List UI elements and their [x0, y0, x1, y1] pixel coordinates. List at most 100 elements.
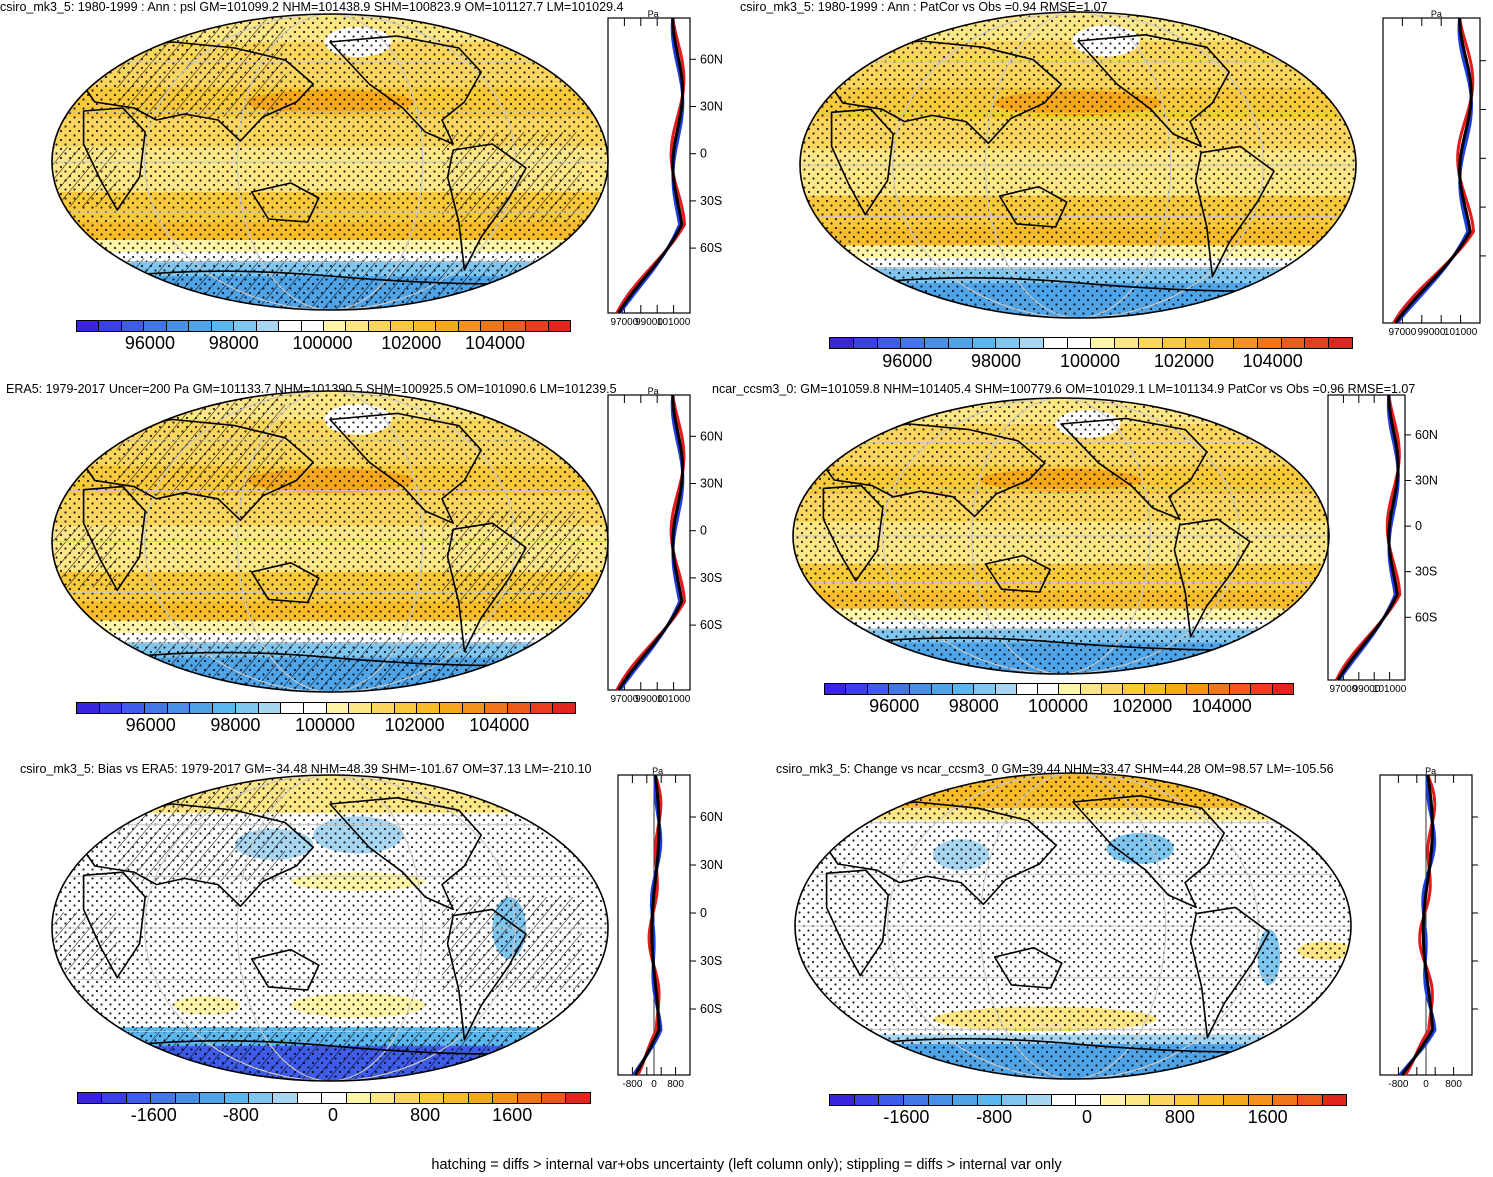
colorbar-label: 0 — [327, 1105, 339, 1125]
colorbar-swatch — [1043, 338, 1068, 348]
latitude-label: 30S — [1415, 565, 1437, 579]
colorbar-swatch — [1210, 338, 1235, 348]
latitude-label: 0 — [700, 906, 707, 920]
latitude-label: 60N — [700, 52, 723, 66]
colorbar-labels-p6: -1600 -800 0 800 1600 — [829, 1107, 1345, 1129]
map-robinson-p3 — [51, 390, 609, 693]
colorbar-swatch — [1229, 684, 1252, 694]
zonal-profile-p6: Pa -800 0 800 — [1379, 766, 1478, 1090]
colorbar-swatch — [151, 1093, 176, 1103]
profile-line-reference — [617, 17, 685, 314]
profile-units: Pa — [648, 9, 659, 19]
colorbar-swatch — [322, 1093, 347, 1103]
colorbar-swatch — [458, 321, 482, 331]
colorbar-p3 — [76, 702, 576, 714]
colorbar-swatch — [1162, 338, 1187, 348]
profile-line-reference — [617, 394, 685, 691]
profile-x-tick: 99000 — [635, 694, 663, 705]
latitude-label: 60N — [1415, 428, 1438, 442]
colorbar-label: -1600 — [883, 1107, 930, 1127]
colorbar-swatch — [175, 1093, 201, 1103]
colorbar-swatch — [419, 1093, 445, 1103]
colorbar-swatch — [1144, 684, 1166, 694]
colorbar-label: 100000 — [1059, 351, 1121, 371]
colorbar-labels-p1: 96000 98000 100000 102000 104000 — [76, 333, 569, 355]
profile-x-tick: 0 — [651, 1079, 657, 1090]
profile-x-tick: 800 — [1445, 1079, 1462, 1090]
colorbar-swatch — [1166, 684, 1188, 694]
panel-title: ncar_ccsm3_0: GM=101059.8 NHM=101405.4 S… — [712, 382, 1416, 396]
colorbar-swatch — [1272, 684, 1293, 694]
colorbar-swatch — [877, 338, 902, 348]
colorbar-swatch — [530, 703, 554, 713]
colorbar-swatch — [1100, 1095, 1126, 1105]
colorbar-swatch — [977, 1095, 1003, 1105]
colorbar-swatch — [326, 703, 350, 713]
map-robinson-p4 — [792, 397, 1330, 675]
profile-frame — [1382, 17, 1481, 324]
colorbar-label: 100000 — [1027, 696, 1089, 716]
colorbar-label: 104000 — [469, 715, 530, 735]
colorbar-swatch — [1329, 338, 1352, 348]
colorbar-swatch — [854, 1095, 880, 1105]
latitude-label: 0 — [700, 147, 707, 161]
colorbar-label: 98000 — [971, 351, 1022, 371]
latitude-label: 60N — [700, 810, 723, 824]
colorbar-swatch — [301, 321, 324, 331]
colorbar-swatch — [566, 1093, 590, 1103]
colorbar-label: 98000 — [210, 715, 261, 735]
colorbar-swatch — [417, 703, 440, 713]
colorbar-swatch — [553, 703, 576, 713]
colorbar-swatch — [391, 321, 414, 331]
colorbar-swatch — [830, 338, 854, 348]
latitude-label: 60S — [700, 1002, 722, 1016]
colorbar-swatch — [281, 703, 304, 713]
colorbar-swatch — [1251, 684, 1273, 694]
latitude-label: 0 — [700, 524, 707, 538]
colorbar-label: 102000 — [381, 333, 442, 353]
colorbar-swatch — [1038, 684, 1060, 694]
colorbar-swatch — [1138, 338, 1163, 348]
colorbar-swatch — [323, 321, 347, 331]
colorbar-label: 100000 — [292, 333, 353, 353]
colorbar-swatch — [1002, 1095, 1027, 1105]
colorbar-swatch — [394, 703, 418, 713]
colorbar-swatch — [234, 321, 257, 331]
colorbar-swatch — [371, 1093, 396, 1103]
colorbar-swatch — [145, 703, 168, 713]
colorbar-swatch — [996, 338, 1021, 348]
colorbar-swatch — [256, 321, 280, 331]
profile-x-tick: 101000 — [1373, 684, 1407, 695]
colorbar-swatch — [879, 1095, 904, 1105]
colorbar-swatch — [368, 321, 392, 331]
colorbar-swatch — [888, 684, 911, 694]
colorbar-swatch — [1027, 1095, 1052, 1105]
colorbar-swatch — [279, 321, 302, 331]
panel-title: csiro_mk3_5: 1980-1999 : Ann : PatCor vs… — [740, 0, 1108, 14]
colorbar-label: 98000 — [948, 696, 999, 716]
profile-x-tick: 97000 — [610, 694, 638, 705]
colorbar-label: 104000 — [1242, 351, 1303, 371]
colorbar-swatch — [867, 684, 889, 694]
colorbar-swatch — [99, 321, 122, 331]
profile-line-reference — [634, 774, 661, 1076]
colorbar-swatch — [144, 321, 167, 331]
colorbar-label: 102000 — [384, 715, 445, 735]
colorbar-labels-p2: 96000 98000 100000 102000 104000 — [829, 351, 1351, 373]
colorbar-swatch — [371, 703, 395, 713]
colorbar-swatch — [167, 703, 191, 713]
colorbar-swatch — [903, 1095, 929, 1105]
colorbar-label: 0 — [1081, 1107, 1093, 1127]
colorbar-swatch — [1248, 1095, 1274, 1105]
latitude-label: 60S — [700, 618, 722, 632]
colorbar-swatch — [1125, 1095, 1151, 1105]
latitude-label: 60N — [700, 429, 723, 443]
colorbar-swatch — [303, 703, 327, 713]
profile-x-tick: 800 — [667, 1079, 684, 1090]
colorbar-swatch — [1067, 338, 1092, 348]
profile-x-tick: -800 — [1388, 1079, 1408, 1090]
colorbar-label: -1600 — [130, 1105, 177, 1125]
profile-units: Pa — [652, 766, 663, 776]
